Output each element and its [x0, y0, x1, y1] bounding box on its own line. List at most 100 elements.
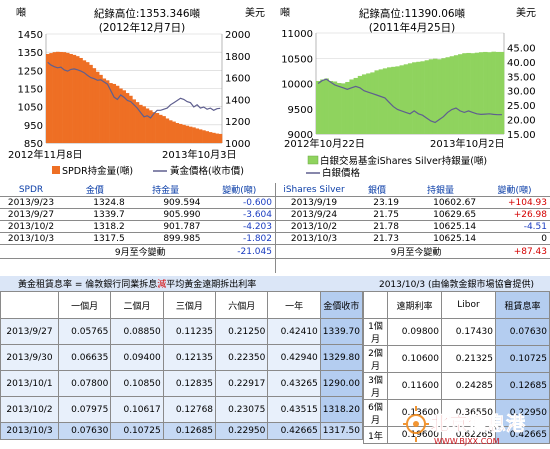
- silver-chart-svg: 11000 10500 10000 9500 9000 45.00 40.00 35.00 3…: [276, 0, 550, 182]
- table-row: 2013/9/23 1324.8 909.594 -0.600: [0, 196, 275, 209]
- lease-3m: 0.12685: [162, 422, 217, 440]
- spdr-record-date: (2012年12月7日): [99, 21, 185, 34]
- y-left-tick-label: 1450: [18, 30, 43, 41]
- table-row: 2013/9/19 23.19 10602.67 +104.93: [276, 196, 550, 209]
- y-left-tick-label: 1150: [18, 85, 43, 96]
- spdr-footer-row: 9月至今變動 -21.045: [0, 244, 275, 259]
- watermark-logo-icon: [403, 406, 429, 442]
- silver-legend-price: 白銀價格: [322, 167, 361, 179]
- table-row: 2013/9/27 0.05765 0.08850 0.11235 0.2125…: [0, 318, 364, 345]
- silver-chart: 11000 10500 10000 9500 9000 45.00 40.00 35.00 3…: [276, 0, 550, 182]
- holdings-bar: [487, 52, 492, 134]
- lease-rate-detail-table: 遠期利率 Libor 租賃息率 1個月 0.09800 0.17430 0.07…: [363, 291, 550, 444]
- spdr-record-title: 紀錄高位:1353.346噸: [94, 7, 201, 20]
- holdings-bar: [449, 56, 455, 135]
- lease-header-2m: 二個月: [110, 291, 164, 319]
- holdings-bar: [412, 62, 417, 134]
- holdings-bar: [95, 71, 100, 143]
- holdings-bar: [132, 99, 136, 143]
- detail-term: 2個月: [363, 345, 388, 373]
- holdings-bar: [152, 112, 156, 143]
- spdr-price: 1317.5: [62, 232, 128, 245]
- holdings-bar: [202, 130, 206, 143]
- detail-libor: 0.17430: [441, 318, 496, 346]
- silver-record-title: 紀錄高位:11390.06噸: [359, 7, 466, 20]
- detail-header-libor: Libor: [441, 291, 496, 319]
- y-left-tick-label: 1050: [18, 103, 43, 114]
- holdings-bar: [212, 132, 216, 143]
- spdr-header-holdings: 持金量: [127, 183, 204, 197]
- lease-close: 1318.20: [319, 396, 364, 423]
- holdings-bar: [99, 74, 103, 143]
- detail-forward: 0.10600: [387, 345, 442, 373]
- lease-1y: 0.42665: [267, 422, 321, 440]
- holdings-bar: [59, 51, 63, 143]
- silver-header-holdings: 持銀量: [402, 183, 480, 197]
- spdr-left-unit: 噸: [16, 6, 26, 19]
- spdr-header-change: 變動(噸): [203, 183, 275, 197]
- silver-date: 2013/10/2: [276, 220, 352, 233]
- table-row: 2013/9/27 1339.7 905.990 -3.604: [0, 208, 275, 221]
- y-left-tick-label: 1250: [18, 66, 43, 77]
- holdings-bar: [328, 80, 334, 134]
- holdings-bar: [324, 78, 329, 134]
- holdings-bar: [495, 51, 501, 134]
- y-right-tick-label: 1400: [225, 95, 250, 106]
- lease-date: 2013/9/30: [0, 344, 59, 371]
- lease-1y: 0.42940: [267, 344, 321, 371]
- detail-header-lease: 租賃息率: [495, 291, 550, 319]
- lease-date: 2013/9/27: [0, 318, 59, 345]
- detail-forward: 0.09800: [387, 318, 442, 346]
- spdr-holdings: 901.787: [127, 220, 204, 233]
- lease-date: 2013/10/3: [0, 422, 59, 440]
- holdings-bar: [374, 70, 379, 134]
- lease-6m: 0.22950: [215, 422, 269, 440]
- table-row: 2013/10/2 21.78 10625.14 -4.51: [276, 220, 550, 233]
- holdings-bar: [320, 79, 325, 134]
- holdings-bar: [366, 73, 371, 134]
- lease-close: 1329.80: [319, 344, 364, 371]
- holdings-bar: [445, 57, 450, 134]
- lease-3m: 0.12135: [162, 344, 217, 371]
- spdr-table: SPDR 金價 持金量 變動(噸) 2013/9/23 1324.8 909.5…: [0, 183, 275, 259]
- holdings-bar: [470, 53, 476, 135]
- spdr-price: 1324.8: [62, 196, 128, 209]
- holdings-bar: [424, 60, 430, 134]
- spdr-change: -0.600: [203, 196, 275, 209]
- holdings-bar: [378, 69, 384, 134]
- holdings-bar: [72, 54, 77, 144]
- spdr-legend-bar-swatch: [52, 166, 60, 174]
- holdings-bar: [353, 77, 359, 134]
- lease-6m: 0.22917: [215, 370, 269, 397]
- lease-2m: 0.10725: [110, 422, 164, 440]
- y-right-tick-label: 45.00: [507, 43, 536, 54]
- y-right-tick-label: 40.00: [507, 58, 536, 69]
- watermark-url: WWW.BJXX.COM: [434, 437, 500, 446]
- silver-x-start: 2012年10月22日: [284, 137, 365, 150]
- holdings-bar: [466, 52, 471, 135]
- detail-term: 3個月: [363, 372, 388, 400]
- holdings-bar: [158, 114, 163, 143]
- holdings-bar: [218, 133, 223, 143]
- silver-price: 21.75: [352, 208, 402, 221]
- holdings-bar: [185, 125, 190, 143]
- lease-3m: 0.11235: [162, 318, 217, 345]
- spdr-header-name: SPDR: [0, 183, 62, 197]
- holdings-bar: [119, 88, 123, 143]
- lease-header-close: 金價收市: [319, 291, 364, 319]
- detail-lease: 0.12685: [495, 372, 550, 400]
- silver-footer-row: 9月至今變動 +87.43: [276, 244, 550, 259]
- detail-header-forward: 遠期利率: [387, 291, 442, 319]
- holdings-bar: [182, 124, 186, 143]
- lease-1m: 0.05765: [57, 318, 112, 345]
- spdr-footer-label: 9月至今變動: [0, 244, 204, 259]
- site-watermark: 北京信息港 WWW.BJXX.COM: [403, 406, 526, 446]
- spdr-date: 2013/10/3: [0, 232, 62, 245]
- holdings-bar: [55, 51, 60, 144]
- holdings-bar: [89, 64, 93, 143]
- y-right-tick-label: 2000: [225, 30, 250, 41]
- holdings-bar: [175, 123, 180, 143]
- spdr-price: 1318.2: [62, 220, 128, 233]
- holdings-bar: [453, 55, 459, 134]
- holdings-bar: [478, 52, 484, 134]
